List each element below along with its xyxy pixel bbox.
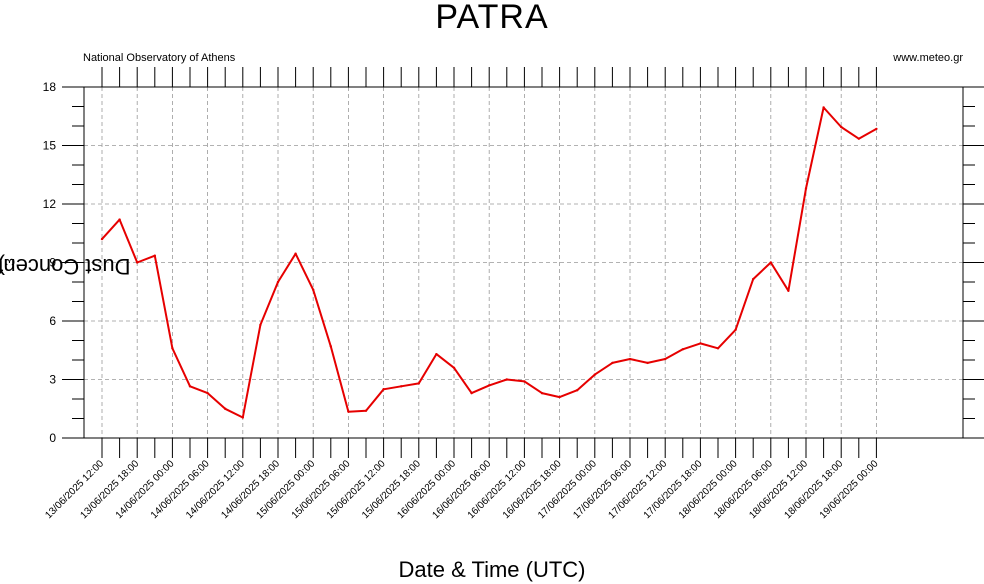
data-point (558, 395, 561, 399)
data-point (769, 261, 772, 264)
data-point (540, 391, 544, 395)
credit-right-link[interactable]: www.meteo.gr (893, 52, 963, 64)
data-point (312, 288, 315, 291)
data-point (118, 218, 121, 221)
y-tick-label: 18 (43, 80, 57, 94)
data-point (153, 254, 156, 257)
data-point (188, 385, 192, 388)
data-point (593, 373, 596, 376)
data-point (470, 391, 473, 395)
data-point (822, 106, 825, 109)
data-point (364, 409, 368, 412)
data-point (734, 328, 737, 331)
data-point (452, 366, 456, 369)
data-point (488, 384, 491, 387)
y-tick-label: 15 (43, 139, 57, 153)
data-point (329, 345, 332, 348)
credit-left-text: National Observatory of Athens (83, 52, 236, 64)
data-point (646, 361, 649, 365)
data-point (664, 357, 667, 361)
data-point (224, 407, 227, 410)
data-point (787, 289, 790, 292)
data-point (241, 416, 244, 419)
data-point (857, 137, 860, 140)
data-point (752, 277, 755, 281)
data-point (523, 380, 526, 383)
data-point (435, 352, 438, 356)
x-axis-label: Date & Time (UTC) (398, 557, 586, 582)
data-point (875, 127, 878, 131)
data-point (840, 125, 843, 129)
x-tick-label: 13/06/2025 12:00 (43, 458, 106, 521)
data-point (136, 261, 139, 264)
data-point (505, 378, 508, 381)
y-tick-label: 12 (43, 197, 57, 211)
data-point (576, 389, 579, 392)
data-point (347, 410, 350, 413)
data-point (382, 388, 385, 391)
data-point (206, 391, 209, 395)
data-point (294, 252, 297, 255)
data-point (276, 280, 280, 284)
y-tick-label: 9 (49, 256, 56, 270)
data-point (716, 347, 720, 350)
chart-title: PATRA (435, 0, 549, 36)
data-point (400, 385, 403, 388)
data-point (628, 357, 632, 361)
data-point (171, 347, 174, 350)
plot-frame (83, 86, 964, 439)
data-point (699, 342, 702, 345)
y-tick-label: 6 (49, 314, 56, 328)
data-point (681, 348, 684, 351)
data-point (417, 382, 420, 385)
data-point (259, 323, 262, 327)
y-tick-label: 0 (49, 431, 56, 445)
data-point (100, 237, 104, 241)
data-point (804, 187, 808, 190)
data-point (611, 361, 614, 365)
y-tick-label: 3 (49, 373, 56, 387)
